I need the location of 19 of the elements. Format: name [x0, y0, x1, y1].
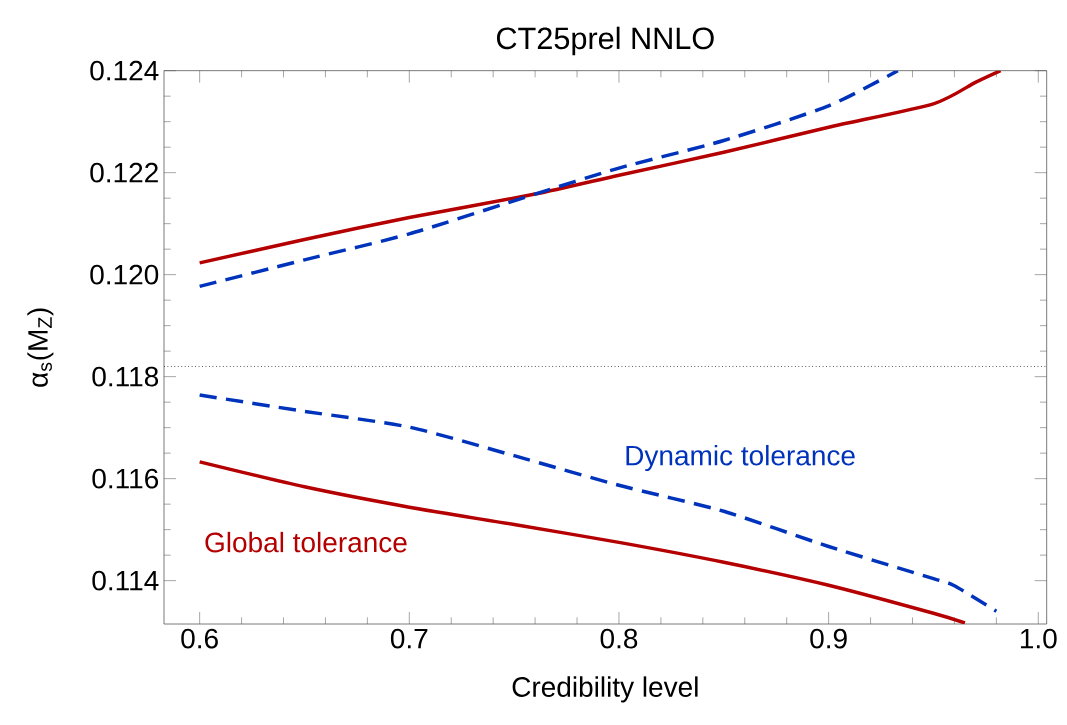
chart-title: CT25prel NNLO — [496, 26, 714, 56]
x-tick-label: 0.7 — [390, 628, 428, 649]
y-tick-label: 0.116 — [92, 468, 159, 489]
line-series — [197, 70, 1003, 265]
x-tick-label: 1.0 — [1020, 628, 1057, 649]
y-tick-label: 0.122 — [90, 162, 158, 183]
line-series — [197, 393, 999, 613]
y-axis-title: α$_{s}$(M$_{Z}$) — [27, 308, 54, 387]
y-tick-label: 0.124 — [90, 60, 159, 81]
y-tick-label: 0.118 — [92, 366, 159, 387]
line-series — [197, 70, 900, 289]
y-tick-label: 0.114 — [92, 570, 159, 591]
x-axis-title: Credibility level — [512, 676, 698, 703]
series-label: Dynamic tolerance — [626, 444, 855, 472]
text: Global tolerance — [205, 531, 407, 553]
x-tick-label: 0.6 — [181, 628, 218, 649]
x-tick-label: 0.8 — [600, 628, 638, 649]
y-tick-label: 0.120 — [90, 264, 159, 285]
x-tick-label: 0.9 — [810, 628, 847, 649]
